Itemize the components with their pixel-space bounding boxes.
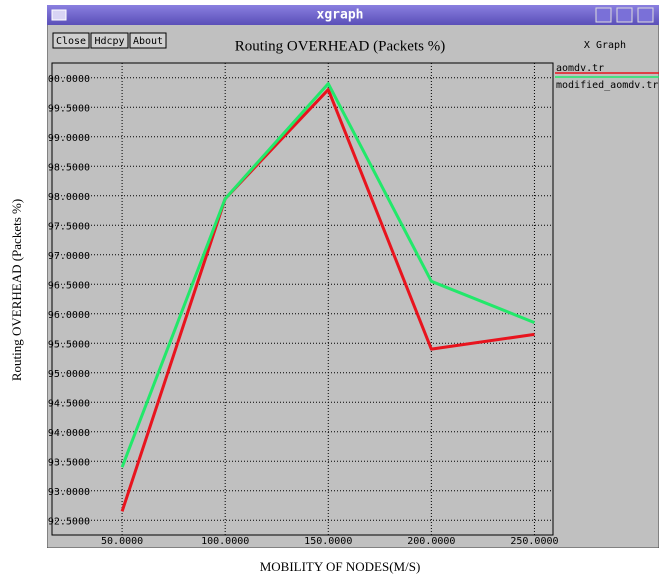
toolbar-button-label[interactable]: About xyxy=(133,36,163,47)
legend-label: modified_aomdv.tr xyxy=(556,80,658,91)
title-bar xyxy=(47,5,659,25)
toolbar-button-label[interactable]: Close xyxy=(56,36,86,47)
x-tick-label: 50.0000 xyxy=(101,536,143,547)
brand: X Graph xyxy=(584,40,626,51)
toolbar-button[interactable] xyxy=(52,32,90,49)
y-tick-label: 94.0000 xyxy=(48,428,90,439)
minimize-button[interactable] xyxy=(595,7,612,23)
y-tick-label: 92.5000 xyxy=(48,516,90,527)
x-tick-label: 250.0000 xyxy=(510,536,558,547)
data-line xyxy=(120,88,535,512)
window-frame xyxy=(47,5,659,548)
close-button[interactable] xyxy=(637,7,654,23)
window-title: xgraph xyxy=(317,8,364,23)
y-tick-label: 98.5000 xyxy=(48,162,90,173)
toolbar-button[interactable] xyxy=(129,32,167,49)
y-tick-label: 99.5000 xyxy=(48,103,90,114)
y-tick-label: 93.0000 xyxy=(48,487,90,498)
x-axis-label: MOBILITY OF NODES(M/S) xyxy=(260,559,421,574)
data-line xyxy=(120,82,536,468)
x-tick-label: 200.0000 xyxy=(407,536,455,547)
toolbar-button-label[interactable]: Hdcpy xyxy=(94,36,124,47)
x-tick-label: 150.0000 xyxy=(304,536,352,547)
legend-label: aomdv.tr xyxy=(556,63,604,74)
y-tick-label: 96.0000 xyxy=(48,310,90,321)
maximize-button[interactable] xyxy=(616,7,633,23)
y-axis-label: Routing OVERHEAD (Packets %) xyxy=(9,199,24,381)
y-tick-label: 99.0000 xyxy=(48,133,90,144)
window-icon xyxy=(51,9,67,21)
y-tick-label: 95.0000 xyxy=(48,369,90,380)
x-tick-label: 100.0000 xyxy=(201,536,249,547)
y-tick-label: 93.5000 xyxy=(48,457,90,468)
toolbar-button[interactable] xyxy=(90,32,129,49)
window: xgraph Routing OVERHEAD (Packets %) X Gr… xyxy=(42,5,659,548)
y-tick-label: 98.0000 xyxy=(48,192,90,203)
plot-frame xyxy=(51,62,554,536)
y-tick-label: 100.0000 xyxy=(42,74,90,85)
y-tick-label: 97.5000 xyxy=(48,221,90,232)
y-tick-label: 94.5000 xyxy=(48,398,90,409)
y-tick-label: 96.5000 xyxy=(48,280,90,291)
chart-title: Routing OVERHEAD (Packets %) xyxy=(235,38,445,54)
y-tick-label: 97.0000 xyxy=(48,251,90,262)
y-tick-label: 95.5000 xyxy=(48,339,90,350)
